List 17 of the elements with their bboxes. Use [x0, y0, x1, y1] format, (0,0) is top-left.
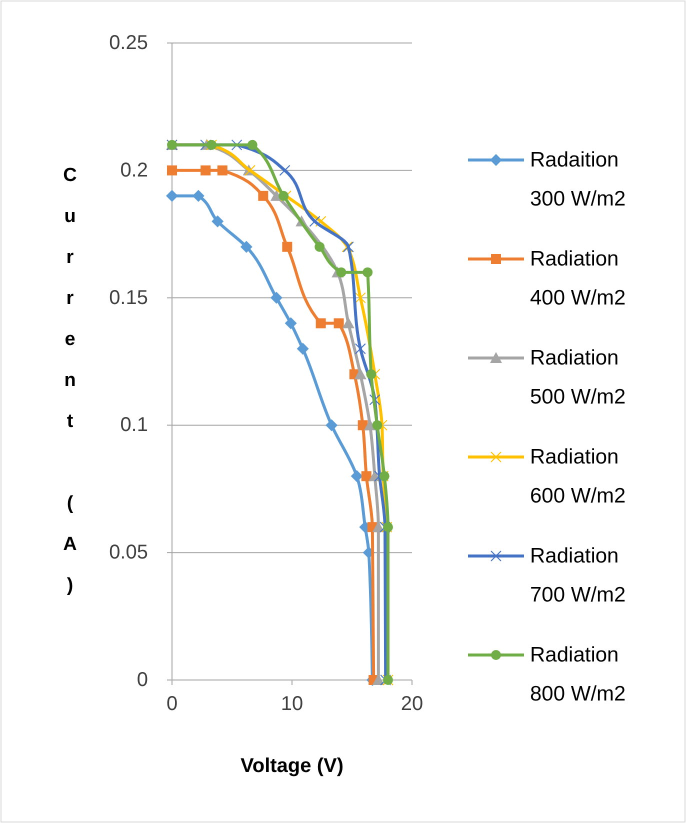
legend-label: Radaition 300 W/m2 — [530, 148, 626, 210]
x-tick-label: 0 — [166, 693, 178, 715]
x-tick-label: 10 — [280, 693, 304, 715]
x-tick-label: 20 — [400, 693, 424, 715]
x-axis-title: Voltage (V) — [240, 755, 344, 777]
legend-label: Radiation 500 W/m2 — [530, 346, 626, 408]
y-tick-label: 0.1 — [120, 414, 148, 436]
legend-label: Radiation 400 W/m2 — [530, 248, 626, 310]
y-tick-label: 0 — [136, 669, 148, 691]
y-tick-label: 0.15 — [109, 286, 148, 309]
y-tick-label: 0.25 — [109, 32, 148, 54]
legend-label: Radiation 800 W/m2 — [530, 644, 626, 706]
y-tick-label: 0.2 — [120, 159, 148, 182]
y-axis-title: Current (A) — [60, 165, 80, 616]
legend-label: Radiation 600 W/m2 — [530, 446, 626, 508]
y-tick-label: 0.05 — [109, 542, 148, 564]
legend-label: Radiation 700 W/m2 — [530, 544, 626, 606]
